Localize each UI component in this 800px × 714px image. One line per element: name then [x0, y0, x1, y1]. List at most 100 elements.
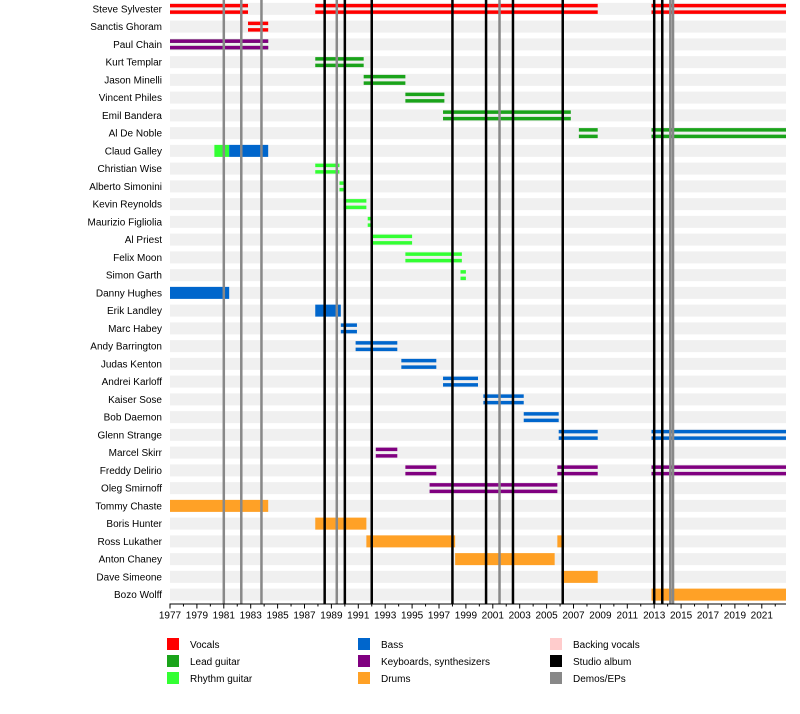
- member-bar-drums: [557, 535, 565, 548]
- member-name: Steve Sylvester: [93, 4, 163, 15]
- member-bar-rhythm: [343, 199, 367, 203]
- x-tick-label: 2003: [509, 611, 532, 622]
- legend-label: Rhythm guitar: [190, 674, 253, 685]
- member-name: Andrei Karloff: [102, 377, 163, 388]
- member-name: Kaiser Sose: [108, 395, 162, 406]
- member-name: Judas Kenton: [101, 359, 162, 370]
- member-bar-lead: [315, 57, 364, 61]
- member-bar-vocals: [315, 3, 598, 8]
- member-name: Maurizio Figliolia: [88, 217, 163, 228]
- x-tick-label: 1983: [240, 611, 263, 622]
- member-bar-bass: [443, 376, 478, 381]
- member-bar-keys: [375, 447, 398, 452]
- member-name: Jason Minelli: [104, 75, 162, 86]
- member-bar-rhythm-lower: [315, 170, 340, 174]
- member-bar-rhythm: [367, 216, 372, 221]
- member-name: Alberto Simonini: [89, 182, 162, 193]
- member-name: Anton Chaney: [99, 555, 162, 566]
- member-bar-rhythm: [339, 181, 344, 185]
- member-bar-bass: [523, 412, 559, 416]
- member-name: Kurt Templar: [105, 58, 162, 69]
- x-tick-label: 1989: [320, 611, 343, 622]
- member-name: Ross Lukather: [98, 537, 163, 548]
- member-bar-rhythm-lower: [460, 276, 466, 281]
- member-bar-vocals-lower: [170, 10, 249, 14]
- member-bar-rhythm: [460, 270, 466, 274]
- member-bar-vocals-lower: [315, 10, 598, 14]
- member-bar-bass: [340, 323, 357, 327]
- member-name: Al De Noble: [109, 129, 163, 140]
- member-bar-lead: [363, 74, 406, 79]
- x-tick-label: 1985: [266, 611, 289, 622]
- member-bar-lead-lower: [651, 134, 786, 139]
- member-bar-rhythm-lower: [339, 187, 344, 192]
- member-bar-drums: [651, 588, 786, 601]
- legend: Vocals Lead guitar Rhythm guitar Bass Keyboa…: [167, 638, 640, 685]
- member-bar-bass: [651, 429, 786, 434]
- member-name: Danny Hughes: [96, 288, 162, 299]
- legend-swatch: [167, 672, 179, 684]
- x-tick-label: 1977: [159, 611, 182, 622]
- member-bar-vocals-lower: [651, 10, 786, 14]
- x-tick-label: 2005: [535, 611, 558, 622]
- legend-swatch: [358, 638, 370, 650]
- release-lines-layer: [222, 0, 675, 604]
- x-tick-label: 1991: [347, 611, 370, 622]
- member-bar-rhythm-lower: [405, 258, 462, 263]
- member-bar-keys-lower: [170, 45, 269, 50]
- legend-swatch: [550, 672, 562, 684]
- x-tick-label: 2019: [724, 611, 747, 622]
- x-tick-label: 1997: [428, 611, 451, 622]
- x-tick-label: 1979: [186, 611, 209, 622]
- member-bars-layer: [170, 3, 786, 601]
- member-bar-vocals: [651, 3, 786, 8]
- member-bar-bass: [170, 286, 230, 299]
- member-bar-drums: [366, 535, 456, 548]
- member-name: Kevin Reynolds: [93, 200, 162, 211]
- member-bar-bass-lower: [401, 365, 437, 369]
- member-name: Marcel Skirr: [109, 448, 163, 459]
- member-bar-bass: [315, 304, 341, 317]
- member-bar-bass-lower: [443, 383, 478, 387]
- x-tick-label: 2021: [751, 611, 774, 622]
- member-bar-keys-lower: [375, 454, 398, 458]
- member-bar-bass-lower: [355, 347, 398, 352]
- member-bar-keys-lower: [651, 471, 786, 476]
- member-bar-rhythm: [315, 163, 340, 168]
- x-tick-label: 2007: [562, 611, 585, 622]
- member-bar-rhythm-lower: [371, 241, 413, 245]
- member-name: Vincent Philes: [99, 93, 162, 104]
- legend-label: Backing vocals: [573, 640, 640, 651]
- member-bar-bass: [401, 358, 437, 363]
- member-bar-rhythm: [214, 144, 230, 157]
- member-bar-drums: [455, 553, 555, 566]
- x-tick-label: 2001: [482, 611, 505, 622]
- member-bar-lead-lower: [578, 134, 598, 139]
- member-bar-keys: [429, 483, 558, 487]
- member-name: Simon Garth: [106, 271, 162, 282]
- member-name: Andy Barrington: [90, 342, 162, 353]
- member-bar-keys: [170, 39, 269, 43]
- member-bar-lead: [651, 128, 786, 132]
- legend-label: Studio album: [573, 657, 631, 668]
- member-bar-keys-lower: [429, 489, 558, 494]
- x-tick-label: 2009: [589, 611, 612, 622]
- x-tick-label: 2015: [670, 611, 693, 622]
- member-bar-keys: [557, 465, 598, 469]
- x-tick-label: 1993: [374, 611, 397, 622]
- x-tick-label: 2017: [697, 611, 720, 622]
- member-bar-lead: [443, 110, 571, 114]
- member-name: Marc Habey: [108, 324, 162, 335]
- legend-swatch: [167, 638, 179, 650]
- member-bar-drums: [315, 517, 367, 530]
- legend-swatch: [167, 655, 179, 667]
- member-bar-drums: [561, 570, 598, 583]
- member-name: Bozo Wolff: [114, 590, 162, 601]
- member-name: Claud Galley: [105, 146, 162, 157]
- member-bar-lead-lower: [443, 116, 571, 121]
- member-name: Paul Chain: [113, 40, 162, 51]
- legend-swatch: [358, 655, 370, 667]
- member-name: Emil Bandera: [102, 111, 162, 122]
- member-name: Boris Hunter: [106, 519, 162, 530]
